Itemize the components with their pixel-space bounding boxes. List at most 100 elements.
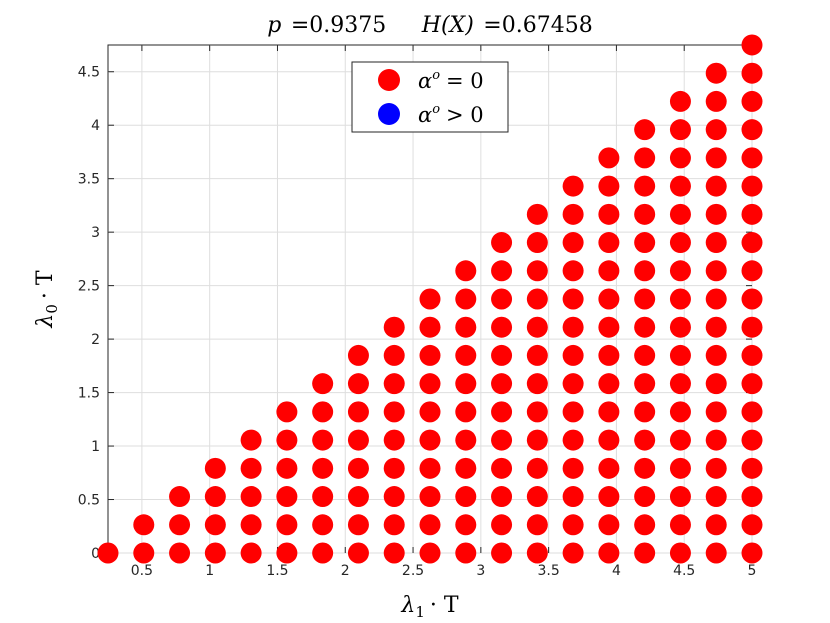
data-point-alpha-zero — [491, 429, 513, 451]
data-point-alpha-zero — [419, 542, 441, 564]
data-point-alpha-zero — [598, 373, 620, 395]
data-point-alpha-zero — [97, 542, 119, 564]
data-point-alpha-zero — [240, 542, 262, 564]
data-point-alpha-zero — [562, 344, 584, 366]
data-point-alpha-zero — [383, 514, 405, 536]
data-point-alpha-zero — [383, 429, 405, 451]
data-point-alpha-zero — [741, 429, 763, 451]
data-point-alpha-zero — [741, 175, 763, 197]
data-point-alpha-zero — [741, 203, 763, 225]
legend-box — [351, 61, 509, 133]
data-point-alpha-zero — [705, 486, 727, 508]
data-point-alpha-zero — [634, 542, 656, 564]
title-h-value: =0.67458 — [483, 13, 592, 38]
data-point-alpha-zero — [526, 373, 548, 395]
data-point-alpha-zero — [204, 514, 226, 536]
data-point-alpha-zero — [383, 373, 405, 395]
legend-blue-rel: > 0 — [446, 103, 484, 127]
data-point-alpha-zero — [741, 90, 763, 112]
data-point-alpha-zero — [705, 401, 727, 423]
legend-marker-blue — [378, 103, 400, 125]
data-point-alpha-zero — [598, 175, 620, 197]
data-point-alpha-zero — [562, 175, 584, 197]
data-point-alpha-zero — [526, 260, 548, 282]
data-point-alpha-zero — [491, 232, 513, 254]
title-p-label: p — [267, 13, 281, 38]
data-point-alpha-zero — [455, 401, 477, 423]
legend-red-rel: = 0 — [446, 69, 484, 93]
data-point-alpha-zero — [491, 316, 513, 338]
title-h-label: H(X) — [421, 13, 474, 38]
x-tick-label: 3 — [476, 563, 485, 579]
data-point-alpha-zero — [598, 486, 620, 508]
data-point-alpha-zero — [634, 344, 656, 366]
data-point-alpha-zero — [669, 147, 691, 169]
data-point-alpha-zero — [455, 344, 477, 366]
legend-red-sup: o — [432, 68, 440, 83]
data-point-alpha-zero — [169, 486, 191, 508]
data-point-alpha-zero — [705, 62, 727, 84]
x-tick-label: 0.5 — [131, 563, 153, 579]
data-point-alpha-zero — [669, 288, 691, 310]
data-point-alpha-zero — [705, 232, 727, 254]
data-point-alpha-zero — [383, 542, 405, 564]
data-point-alpha-zero — [598, 401, 620, 423]
data-point-alpha-zero — [562, 457, 584, 479]
data-point-alpha-zero — [634, 260, 656, 282]
data-point-alpha-zero — [419, 288, 441, 310]
data-point-alpha-zero — [347, 429, 369, 451]
data-point-alpha-zero — [455, 260, 477, 282]
data-point-alpha-zero — [562, 260, 584, 282]
data-point-alpha-zero — [669, 203, 691, 225]
data-point-alpha-zero — [634, 232, 656, 254]
data-point-alpha-zero — [705, 288, 727, 310]
data-point-alpha-zero — [741, 316, 763, 338]
y-tick-label: 4 — [91, 118, 100, 134]
data-point-alpha-zero — [526, 232, 548, 254]
data-point-alpha-zero — [419, 486, 441, 508]
data-point-alpha-zero — [634, 429, 656, 451]
data-point-alpha-zero — [741, 260, 763, 282]
x-axis-label: λ1 · T — [400, 593, 458, 621]
data-point-alpha-zero — [634, 147, 656, 169]
data-points — [97, 34, 763, 564]
data-point-alpha-zero — [634, 457, 656, 479]
data-point-alpha-zero — [562, 401, 584, 423]
data-point-alpha-zero — [562, 316, 584, 338]
data-point-alpha-zero — [526, 486, 548, 508]
data-point-alpha-zero — [419, 457, 441, 479]
data-point-alpha-zero — [455, 457, 477, 479]
data-point-alpha-zero — [705, 119, 727, 141]
x-tick-label: 4.5 — [673, 563, 695, 579]
data-point-alpha-zero — [276, 457, 298, 479]
data-point-alpha-zero — [419, 429, 441, 451]
data-point-alpha-zero — [419, 344, 441, 366]
x-tick-label: 2.5 — [402, 563, 424, 579]
data-point-alpha-zero — [455, 514, 477, 536]
y-tick-label: 2 — [91, 332, 100, 348]
y-tick-label: 0.5 — [78, 493, 100, 509]
legend-blue-symbol: α — [418, 103, 432, 127]
data-point-alpha-zero — [705, 316, 727, 338]
data-point-alpha-zero — [562, 232, 584, 254]
y-tick-label: 0 — [91, 546, 100, 562]
y-axis-label: λ0 · T — [33, 270, 61, 328]
data-point-alpha-zero — [669, 486, 691, 508]
data-point-alpha-zero — [741, 147, 763, 169]
data-point-alpha-zero — [598, 232, 620, 254]
data-point-alpha-zero — [598, 147, 620, 169]
data-point-alpha-zero — [526, 429, 548, 451]
data-point-alpha-zero — [634, 373, 656, 395]
data-point-alpha-zero — [634, 486, 656, 508]
data-point-alpha-zero — [312, 486, 334, 508]
data-point-alpha-zero — [705, 514, 727, 536]
data-point-alpha-zero — [634, 514, 656, 536]
data-point-alpha-zero — [741, 232, 763, 254]
y-tick-labels: 0 0.5 1 1.5 2 2.5 3 3.5 4 4.5 — [78, 65, 100, 562]
data-point-alpha-zero — [669, 401, 691, 423]
data-point-alpha-zero — [204, 486, 226, 508]
data-point-alpha-zero — [455, 429, 477, 451]
data-point-alpha-zero — [669, 90, 691, 112]
